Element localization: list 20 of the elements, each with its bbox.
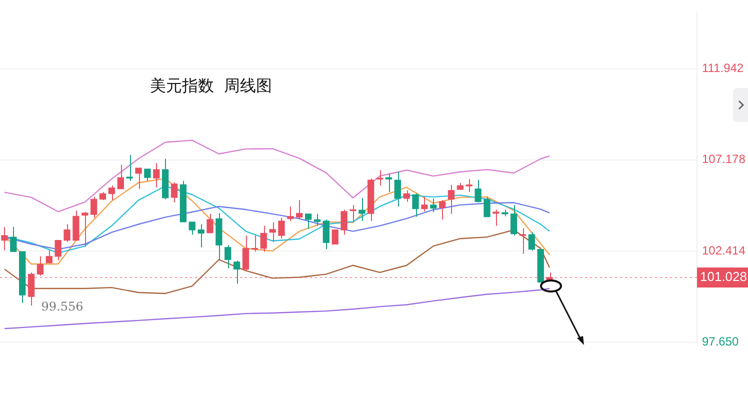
candlestick <box>519 228 526 254</box>
candlestick <box>474 179 482 203</box>
candlestick <box>126 154 133 182</box>
candlestick <box>466 178 472 193</box>
candlestick <box>135 168 142 190</box>
ref-line-label: 101.028 <box>700 269 747 284</box>
text: 美元指数 周线图 <box>150 76 272 97</box>
candlestick <box>216 212 222 260</box>
candlestick <box>492 209 500 226</box>
annotation: 99.556 <box>41 300 84 314</box>
candlestick <box>206 213 214 234</box>
candlestick <box>144 168 151 182</box>
y-tick-label: 102.414 <box>702 243 746 258</box>
y-tick-label: 107.178 <box>702 152 746 166</box>
candlestick <box>278 217 285 240</box>
y-tick-label: 111.942 <box>702 61 744 76</box>
candlestick <box>1 226 8 251</box>
y-tick-label: 97.650 <box>702 334 740 348</box>
candlestick <box>421 196 428 212</box>
candlestick <box>340 209 348 236</box>
